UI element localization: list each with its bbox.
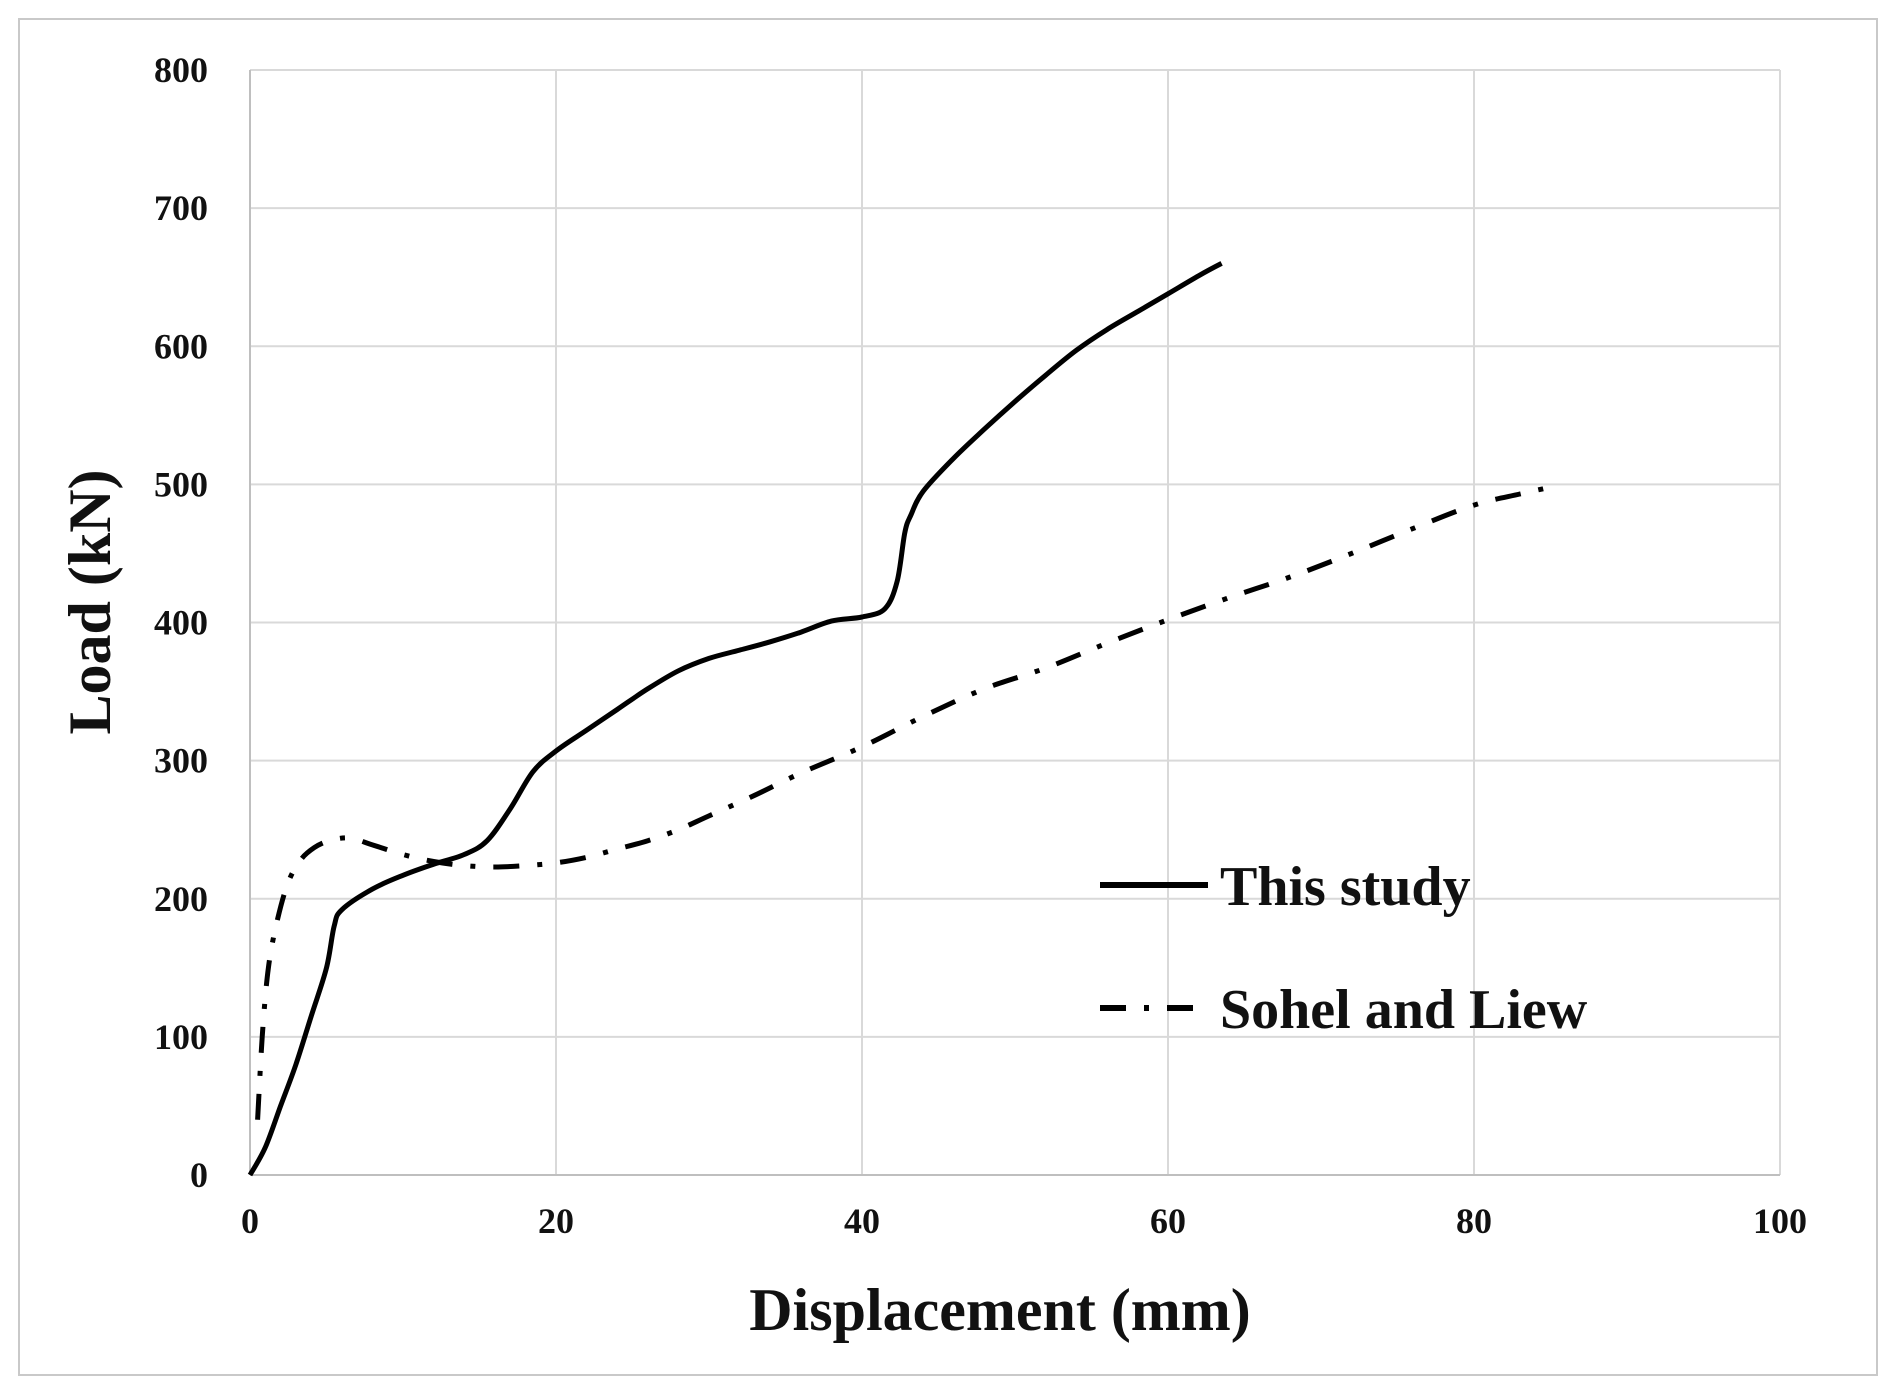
series-lines (247, 261, 1552, 1177)
y-tick-label-200: 200 (154, 879, 208, 919)
x-tick-label-40: 40 (844, 1201, 880, 1241)
x-tick-label-20: 20 (538, 1201, 574, 1241)
chart-frame (18, 18, 1878, 1376)
y-tick-label-100: 100 (154, 1017, 208, 1057)
y-tick-label-0: 0 (190, 1155, 208, 1195)
y-axis-title: Load (kN) (57, 469, 123, 734)
series-line-sohel-and-liew (255, 484, 1552, 1120)
x-tick-labels: 0 20 40 60 80 100 (241, 1201, 1807, 1241)
axes (249, 70, 1780, 1176)
legend: This study Sohel and Liew (1100, 856, 1588, 1041)
series-line-this-study (247, 261, 1223, 1177)
x-tick-label-100: 100 (1753, 1201, 1807, 1241)
y-tick-label-300: 300 (154, 741, 208, 781)
legend-label-sohel-and-liew: Sohel and Liew (1220, 979, 1588, 1041)
x-tick-label-0: 0 (241, 1201, 259, 1241)
x-axis-title: Displacement (mm) (749, 1277, 1251, 1343)
legend-label-this-study: This study (1220, 856, 1471, 918)
x-tick-label-60: 60 (1150, 1201, 1186, 1241)
x-tick-label-80: 80 (1456, 1201, 1492, 1241)
y-tick-label-700: 700 (154, 188, 208, 228)
y-tick-label-500: 500 (154, 464, 208, 504)
y-tick-label-400: 400 (154, 603, 208, 643)
y-tick-label-600: 600 (154, 326, 208, 366)
y-tick-label-800: 800 (154, 50, 208, 90)
y-tick-labels: 0 100 200 300 400 500 600 700 800 (154, 50, 208, 1195)
